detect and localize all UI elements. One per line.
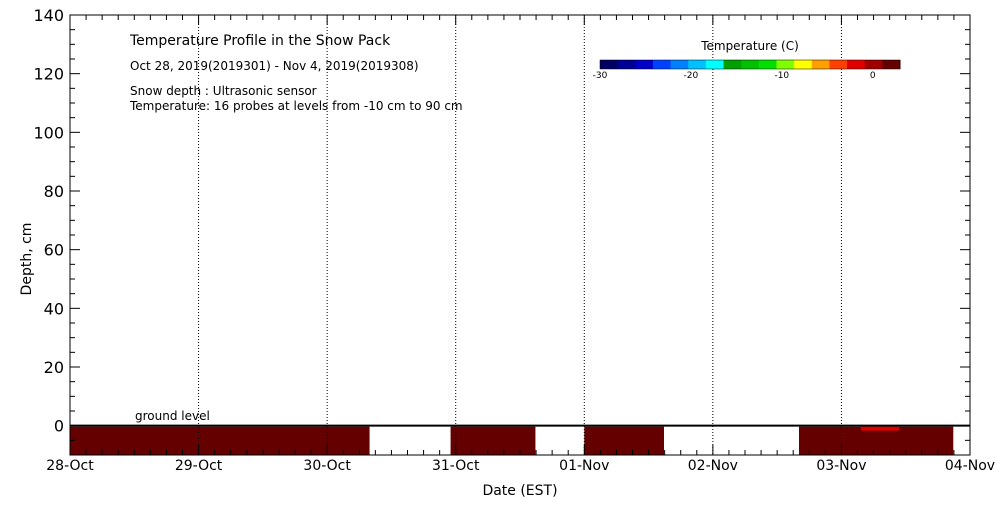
colorbar-swatch xyxy=(847,60,866,69)
y-tick-label: 80 xyxy=(44,182,64,201)
colorbar-swatch xyxy=(794,60,813,69)
chart-title: Temperature Profile in the Snow Pack xyxy=(129,33,391,49)
colorbar-swatch xyxy=(864,60,883,69)
colorbar-swatch xyxy=(617,60,636,69)
colorbar-swatch xyxy=(600,60,619,69)
heat-segment-2 xyxy=(450,426,536,455)
colorbar-swatch xyxy=(688,60,707,69)
chart-note-2: Temperature: 16 probes at levels from -1… xyxy=(129,99,463,113)
colorbar-tick-label: 0 xyxy=(870,71,876,81)
colorbar-swatch xyxy=(652,60,672,69)
plot-background xyxy=(70,15,970,455)
colorbar-swatch xyxy=(758,60,777,69)
y-tick-label: 40 xyxy=(44,299,64,318)
colorbar-tick-label: -30 xyxy=(593,71,608,81)
colorbar-swatch xyxy=(829,60,848,69)
chart-note-1: Snow depth : Ultrasonic sensor xyxy=(130,84,317,98)
y-tick-label: 100 xyxy=(33,123,64,142)
x-tick-label: 02-Nov xyxy=(688,458,738,474)
colorbar-swatch xyxy=(723,60,742,69)
colorbar-swatch xyxy=(776,60,795,69)
colorbar-title: Temperature (C) xyxy=(700,39,799,53)
y-tick-label: 60 xyxy=(44,241,64,260)
heat-segment-4 xyxy=(799,426,954,455)
x-tick-label: 28-Oct xyxy=(46,458,94,474)
colorbar-swatch xyxy=(882,60,901,69)
colorbar-swatch xyxy=(635,60,654,69)
x-tick-label: 30-Oct xyxy=(303,458,351,474)
y-tick-label: 0 xyxy=(54,417,64,436)
y-tick-label: 20 xyxy=(44,358,64,377)
colorbar-frame xyxy=(599,59,901,70)
colorbar-swatch xyxy=(811,60,830,69)
x-tick-label: 03-Nov xyxy=(816,458,866,474)
x-tick-label: 04-Nov xyxy=(945,458,995,474)
colorbar-tick-label: -10 xyxy=(774,71,789,81)
x-axis-label: Date (EST) xyxy=(482,483,557,499)
colorbar-swatch xyxy=(741,60,760,69)
y-tick-label: 140 xyxy=(33,6,64,25)
heat-segment-3 xyxy=(584,426,664,455)
ground-level-label: ground level xyxy=(135,409,210,423)
y-tick-label: 120 xyxy=(33,65,64,84)
x-tick-label: 01-Nov xyxy=(559,458,609,474)
colorbar: -30 -20 -10 0 xyxy=(593,59,901,81)
colorbar-swatch xyxy=(670,60,689,69)
y-axis-label: Depth, cm xyxy=(19,223,35,296)
colorbar-swatch xyxy=(705,60,725,69)
colorbar-tick-label: -20 xyxy=(684,71,699,81)
x-tick-label: 29-Oct xyxy=(175,458,223,474)
heat-hot-spot xyxy=(860,426,900,431)
heat-segment-1 xyxy=(70,426,370,455)
x-tick-label: 31-Oct xyxy=(432,458,480,474)
chart-subtitle: Oct 28, 2019(2019301) - Nov 4, 2019(2019… xyxy=(130,59,419,73)
